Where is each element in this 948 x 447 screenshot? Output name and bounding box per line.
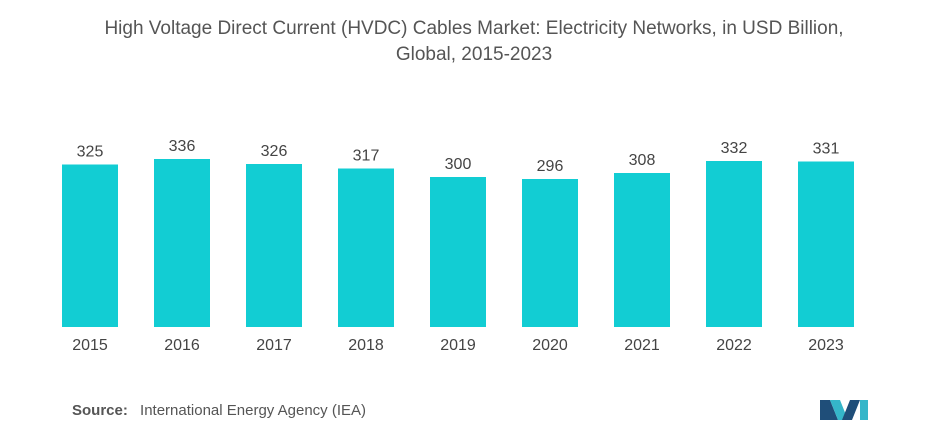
bar-2022 bbox=[706, 161, 762, 327]
x-tick-label-2022: 2022 bbox=[716, 337, 752, 354]
value-label-2019: 300 bbox=[445, 156, 472, 173]
x-tick-label-2016: 2016 bbox=[164, 337, 200, 354]
x-tick-label-2021: 2021 bbox=[624, 337, 660, 354]
chart-title-line-1: High Voltage Direct Current (HVDC) Cable… bbox=[104, 18, 844, 39]
bars-layer bbox=[62, 159, 854, 327]
value-label-2015: 325 bbox=[77, 144, 104, 161]
x-tick-label-2017: 2017 bbox=[256, 337, 292, 354]
x-tick-label-2018: 2018 bbox=[348, 337, 384, 354]
value-labels-layer: 325 336 326 317 300 296 308 332 331 bbox=[77, 138, 840, 175]
x-tick-label-2015: 2015 bbox=[72, 337, 108, 354]
bar-2023 bbox=[798, 161, 854, 327]
bar-2021 bbox=[614, 173, 670, 327]
x-tick-label-2019: 2019 bbox=[440, 337, 476, 354]
source-label: Source: bbox=[72, 402, 128, 419]
value-label-2017: 326 bbox=[261, 143, 288, 160]
value-label-2016: 336 bbox=[169, 138, 196, 155]
bar-2020 bbox=[522, 179, 578, 327]
value-label-2021: 308 bbox=[629, 152, 656, 169]
chart-title-line-2: Global, 2015-2023 bbox=[395, 44, 553, 65]
x-tick-label-2023: 2023 bbox=[808, 337, 844, 354]
chart-title: High Voltage Direct Current (HVDC) Cable… bbox=[40, 16, 908, 68]
bar-2019 bbox=[430, 177, 486, 327]
value-label-2022: 332 bbox=[721, 140, 748, 157]
source-note: Source: International Energy Agency (IEA… bbox=[72, 402, 366, 419]
x-tick-label-2020: 2020 bbox=[532, 337, 568, 354]
bar-2015 bbox=[62, 164, 118, 327]
bar-2018 bbox=[338, 168, 394, 327]
bar-2016 bbox=[154, 159, 210, 327]
mordor-intelligence-logo-icon bbox=[820, 400, 868, 420]
value-label-2020: 296 bbox=[537, 158, 564, 175]
source-text: International Energy Agency (IEA) bbox=[140, 402, 366, 419]
value-label-2023: 331 bbox=[813, 141, 840, 158]
bar-2017 bbox=[246, 164, 302, 327]
x-axis-tick-labels: 2015 2016 2017 2018 2019 2020 2021 2022 2023 bbox=[72, 337, 844, 354]
value-label-2018: 317 bbox=[353, 148, 380, 165]
